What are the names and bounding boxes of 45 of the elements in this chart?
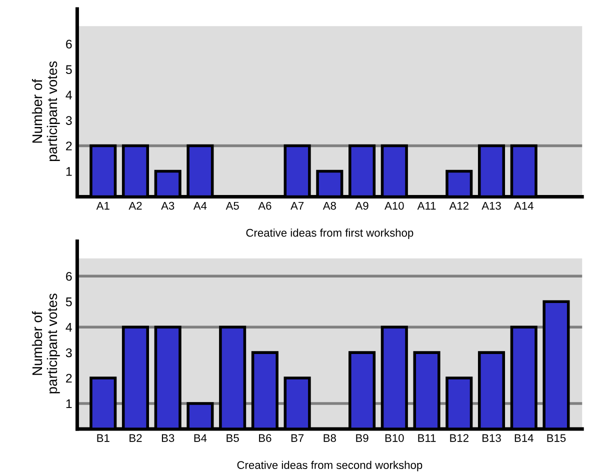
y-tick-label: 4 <box>66 90 72 100</box>
x-axis-title: Creative ideas from first workshop <box>246 228 414 239</box>
x-tick-label: A12 <box>449 202 468 210</box>
x-tick-label: B1 <box>97 434 110 442</box>
x-tick-label: B7 <box>291 434 304 442</box>
x-tick-label: B3 <box>162 434 174 442</box>
x-axis-title: Creative ideas from second workshop <box>237 460 422 472</box>
x-tick-label: B11 <box>418 434 436 442</box>
x-tick-label: B15 <box>547 434 566 442</box>
y-tick-label: 4 <box>66 323 72 332</box>
x-tick-label: A7 <box>290 202 304 210</box>
x-tick-label: A2 <box>128 202 142 210</box>
x-tick-label: B13 <box>482 434 501 442</box>
x-tick-label: B8 <box>324 434 336 442</box>
x-tick-label: A4 <box>193 202 207 210</box>
y-axis-title: Number of participant votes <box>32 294 60 394</box>
y-tick-label: 2 <box>66 142 72 150</box>
y-tick-label: 6 <box>66 40 72 49</box>
x-tick-label: A9 <box>355 202 368 210</box>
y-tick-label: 1 <box>66 399 72 408</box>
x-tick-label: B2 <box>130 434 142 442</box>
x-tick-label: B5 <box>226 434 239 442</box>
x-tick-label: A1 <box>96 202 110 210</box>
x-tick-label: A14 <box>514 202 534 210</box>
x-tick-label: A5 <box>226 202 239 210</box>
x-tick-label: A10 <box>384 202 404 210</box>
x-tick-label: B9 <box>356 434 368 442</box>
x-tick-label: A6 <box>258 202 272 210</box>
x-tick-label: B4 <box>194 434 207 442</box>
x-tick-label: B14 <box>514 434 534 442</box>
y-tick-label: 2 <box>66 374 72 383</box>
y-axis-title: Number of participant votes <box>32 61 60 162</box>
y-tick-label: 1 <box>66 167 72 176</box>
x-tick-label: B10 <box>385 434 404 442</box>
x-tick-label: B12 <box>450 434 468 442</box>
y-tick-label: 6 <box>66 272 72 281</box>
y-tick-label: 5 <box>66 65 72 74</box>
x-tick-label: B6 <box>259 434 272 442</box>
x-tick-label: A3 <box>161 202 174 210</box>
x-tick-label: A11 <box>417 202 436 210</box>
x-tick-label: A13 <box>482 202 501 210</box>
y-tick-label: 3 <box>66 116 72 125</box>
x-tick-label: A8 <box>322 202 336 210</box>
y-tick-label: 3 <box>66 348 72 358</box>
y-tick-label: 5 <box>66 298 72 306</box>
